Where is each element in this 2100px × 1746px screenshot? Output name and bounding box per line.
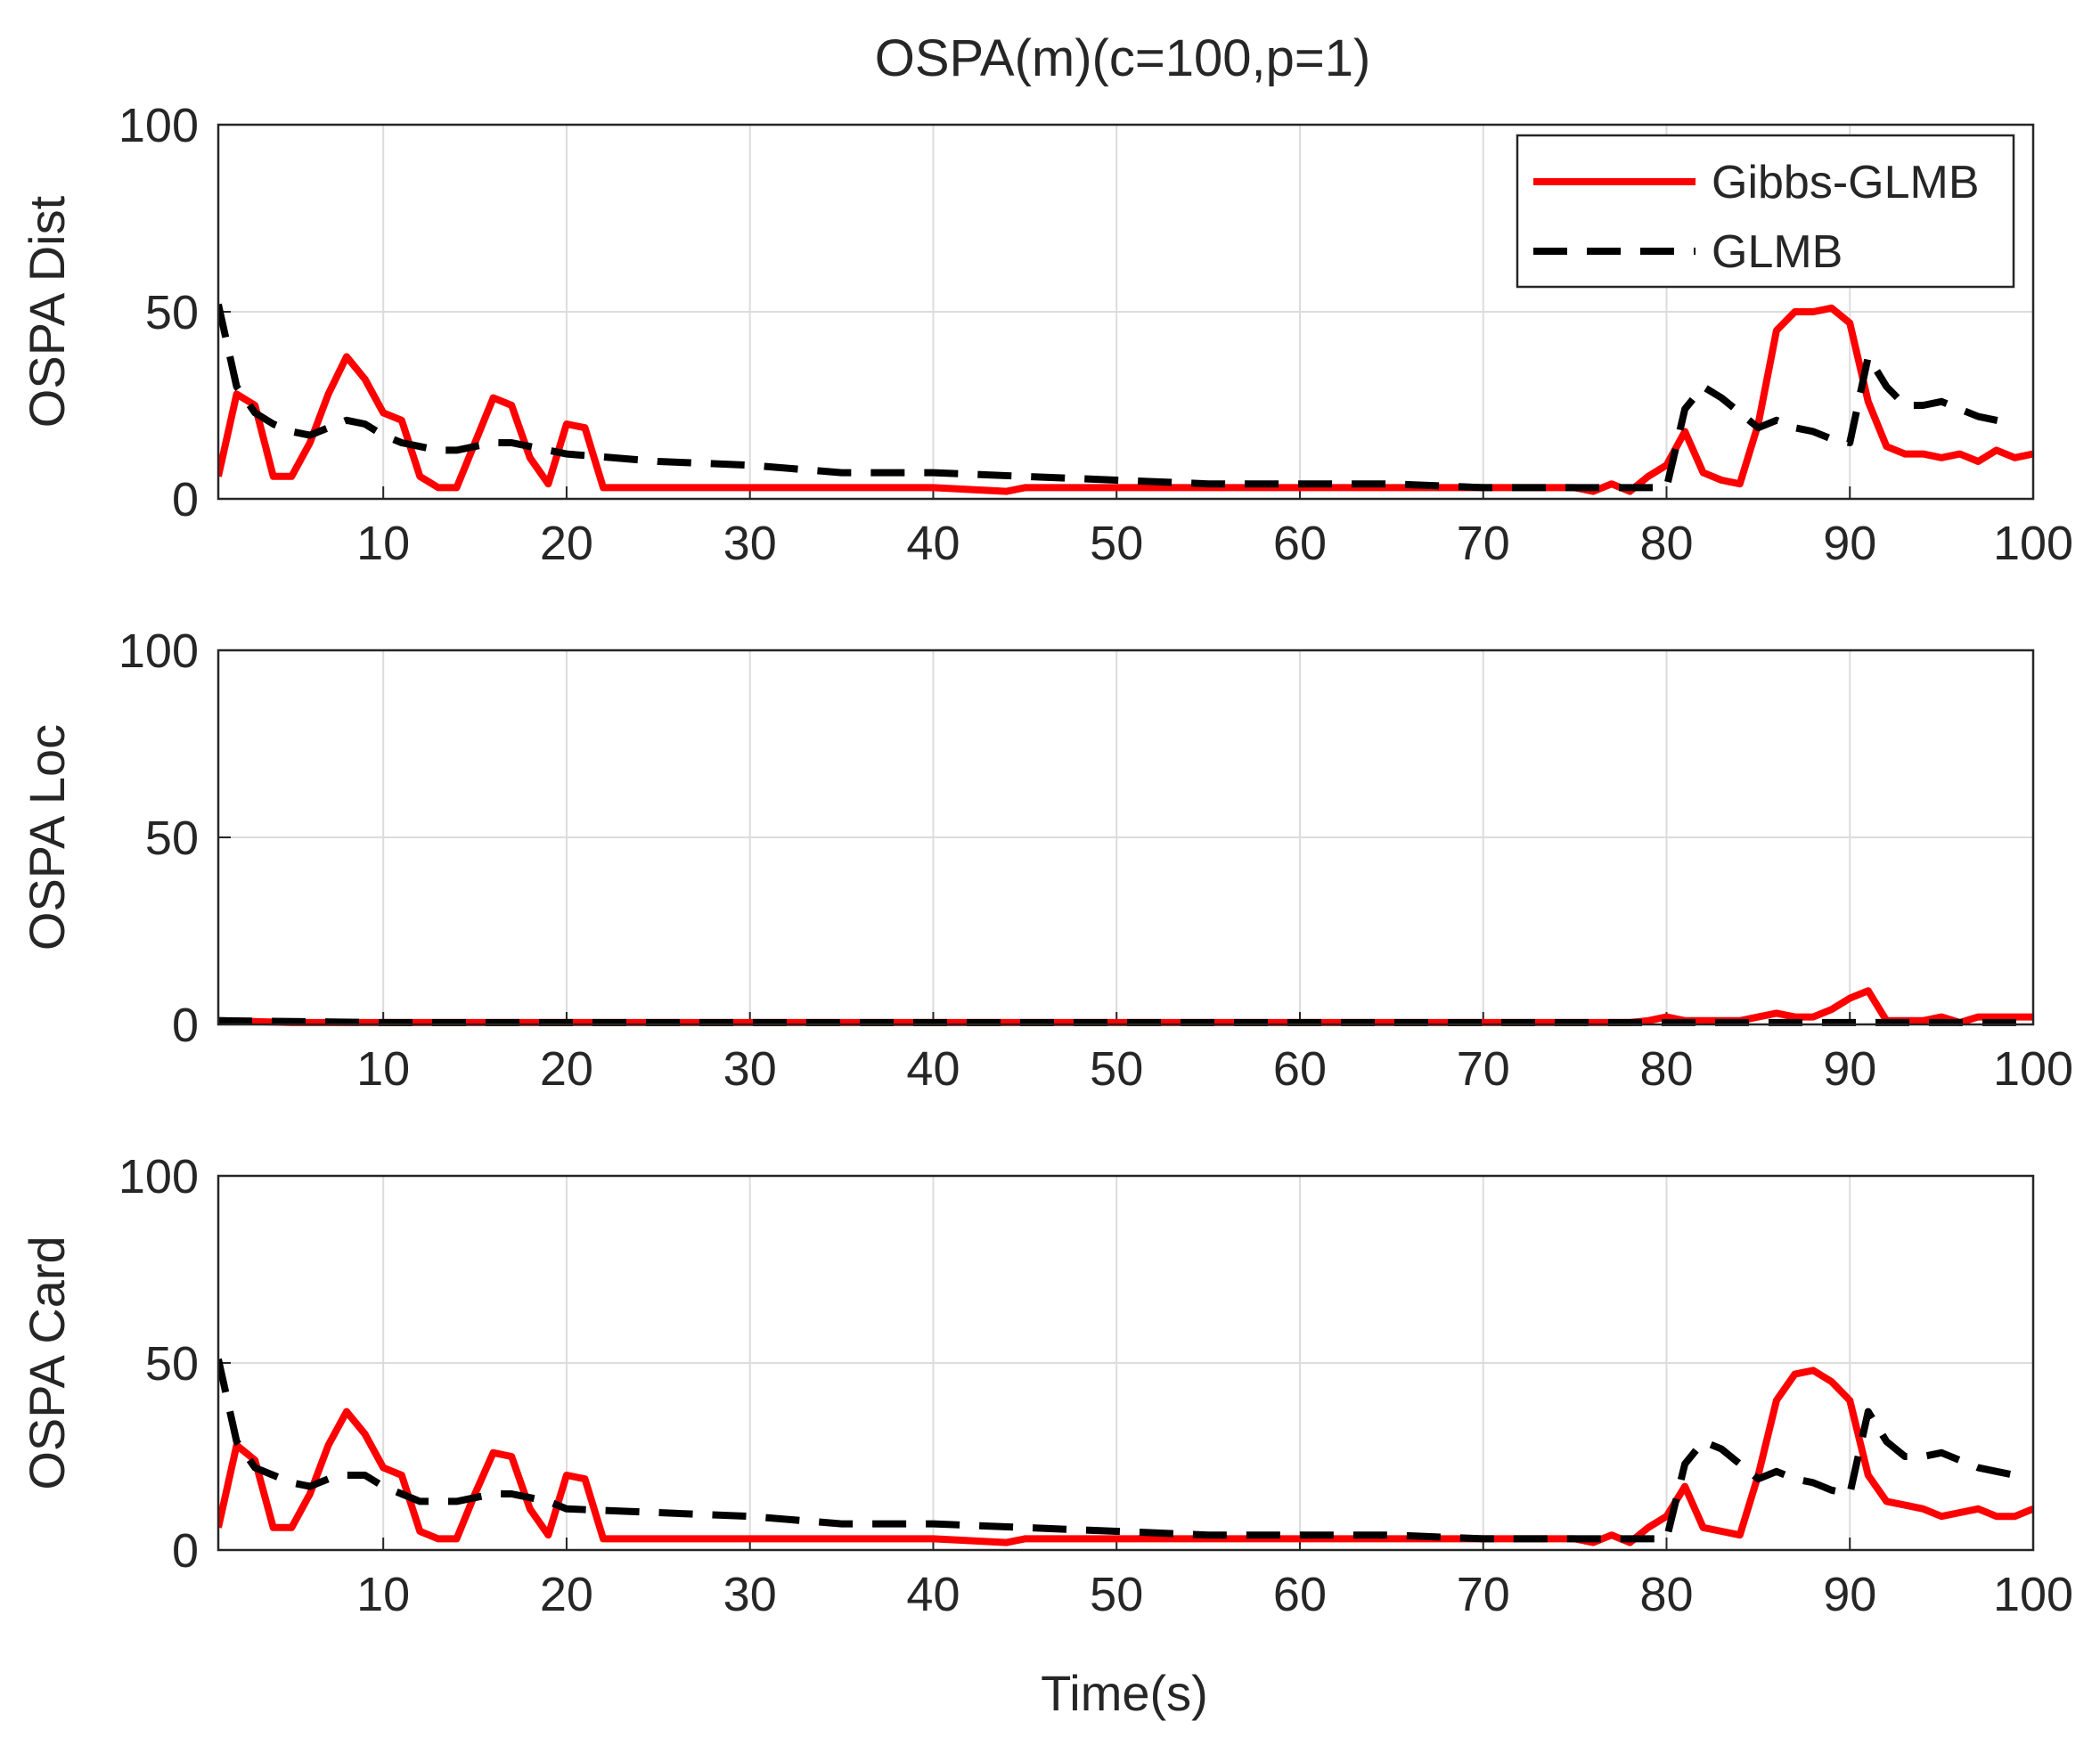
subplot-3: 10 20 30 40 50 60 70 80 90 100 0 50 100 OSPA Card <box>19 1150 2073 1621</box>
legend: Gibbs-GLMB GLMB <box>1516 134 2015 289</box>
x-tick-label: 30 <box>723 517 777 570</box>
x-tick-label: 50 <box>1090 517 1143 570</box>
x-tick-label: 20 <box>540 1042 593 1096</box>
x-tick-label: 80 <box>1639 1568 1693 1621</box>
x-tick-label: 20 <box>540 517 593 570</box>
chart-title: OSPA(m)(c=100,p=1) <box>875 29 1371 87</box>
y-tick-label: 50 <box>145 286 199 339</box>
x-tick-label: 90 <box>1823 517 1876 570</box>
x-tick-label: 50 <box>1090 1042 1143 1096</box>
y-tick-label: 100 <box>118 1150 199 1203</box>
series-line-gibbs-glmb <box>218 304 2033 495</box>
y-tick-label: 100 <box>118 624 199 678</box>
series-line-glmb <box>218 1016 2033 1026</box>
series-line-glmb <box>218 303 2016 492</box>
x-axis-label: Time(s) <box>1041 1665 1208 1721</box>
y-tick-label: 100 <box>118 99 199 152</box>
y-tick-label: 0 <box>172 473 199 526</box>
y-tick-label: 50 <box>145 812 199 865</box>
subplot-1: 10 20 30 40 50 60 70 80 90 100 0 50 100 OSPA Dist Gibb… <box>19 99 2073 570</box>
x-tick-label: 70 <box>1457 517 1510 570</box>
x-tick-label: 80 <box>1639 517 1693 570</box>
x-tick-label: 10 <box>356 1568 410 1621</box>
x-tick-label: 10 <box>356 1042 410 1096</box>
y-axis-label: OSPA Loc <box>19 724 75 951</box>
y-axis-label: OSPA Card <box>19 1236 75 1489</box>
x-tick-label: 90 <box>1823 1042 1876 1096</box>
x-tick-label: 20 <box>540 1568 593 1621</box>
legend-box <box>1516 134 2015 289</box>
y-tick-label: 0 <box>172 999 199 1052</box>
x-tick-label: 10 <box>356 517 410 570</box>
x-tick-label: 60 <box>1273 1042 1327 1096</box>
x-tick-label: 30 <box>723 1042 777 1096</box>
x-tick-label: 40 <box>906 517 960 570</box>
x-tick-label: 100 <box>1993 1568 2073 1621</box>
x-tick-label: 90 <box>1823 1568 1876 1621</box>
legend-label-glmb: GLMB <box>1712 226 1843 278</box>
x-tick-label: 30 <box>723 1568 777 1621</box>
x-tick-label: 70 <box>1457 1568 1510 1621</box>
x-tick-label: 100 <box>1993 1042 2073 1096</box>
series-line-gibbs-glmb <box>218 1367 2033 1546</box>
x-tick-label: 40 <box>906 1042 960 1096</box>
y-axis-label: OSPA Dist <box>19 195 75 428</box>
series-line-gibbs-glmb <box>218 987 2033 1026</box>
x-tick-label: 70 <box>1457 1042 1510 1096</box>
axes-box <box>217 649 2035 1026</box>
axes-box <box>217 123 2035 501</box>
x-tick-label: 60 <box>1273 1568 1327 1621</box>
x-tick-label: 60 <box>1273 517 1327 570</box>
y-tick-label: 0 <box>172 1524 199 1578</box>
y-tick-label: 50 <box>145 1337 199 1391</box>
x-tick-label: 40 <box>906 1568 960 1621</box>
series-line-glmb <box>218 1358 2016 1543</box>
x-tick-label: 100 <box>1993 517 2073 570</box>
x-tick-label: 50 <box>1090 1568 1143 1621</box>
x-tick-label: 80 <box>1639 1042 1693 1096</box>
axes-box <box>217 1174 2035 1552</box>
subplot-2: 10 20 30 40 50 60 70 80 90 100 0 50 100 OSPA Loc <box>19 624 2073 1096</box>
legend-label-gibbs-glmb: Gibbs-GLMB <box>1712 157 1980 208</box>
